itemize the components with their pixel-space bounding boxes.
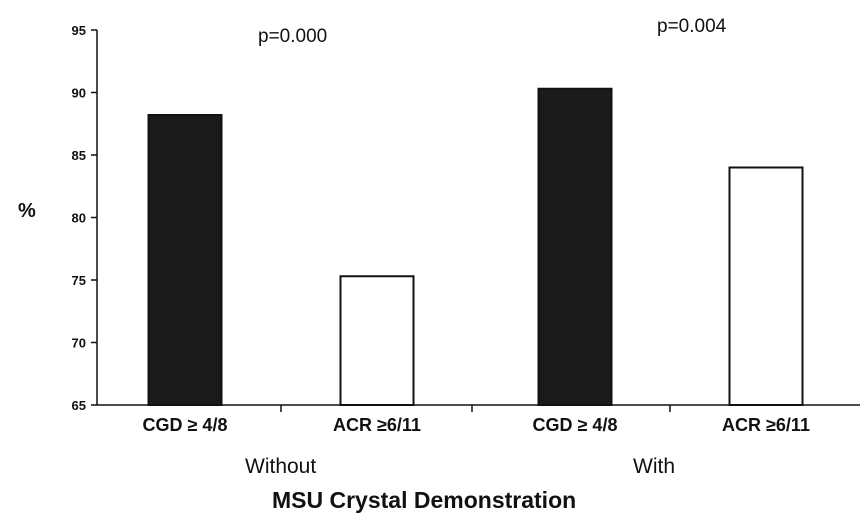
x-category-label: ACR ≥6/11 [722,415,810,435]
y-axis-ticks: 65 70 75 80 85 90 95 [72,23,97,413]
bar-3 [537,87,613,406]
p-value-without: p=0.000 [258,26,327,47]
y-tick-label: 70 [72,336,86,351]
y-tick-label: 95 [72,23,86,38]
y-tick-label: 85 [72,148,86,163]
x-axis-title: MSU Crystal Demonstration [272,487,576,513]
y-axis-label: % [18,200,36,222]
x-category-label: CGD ≥ 4/8 [143,415,228,435]
y-tick-label: 80 [72,211,86,226]
y-tick-label: 75 [72,273,86,288]
bars [147,87,804,412]
group-label-with: With [633,455,675,478]
group-label-without: Without [245,455,316,478]
y-tick-label: 65 [72,398,86,413]
bar-2 [339,275,415,406]
x-category-label: ACR ≥6/11 [333,415,421,435]
bar-4 [728,166,804,406]
x-axis-categories: CGD ≥ 4/8 ACR ≥6/11 CGD ≥ 4/8 ACR ≥6/11 [143,415,810,435]
y-tick-label: 90 [72,86,86,101]
p-value-with: p=0.004 [657,16,727,37]
x-category-label: CGD ≥ 4/8 [533,415,618,435]
bar-1 [147,114,223,406]
